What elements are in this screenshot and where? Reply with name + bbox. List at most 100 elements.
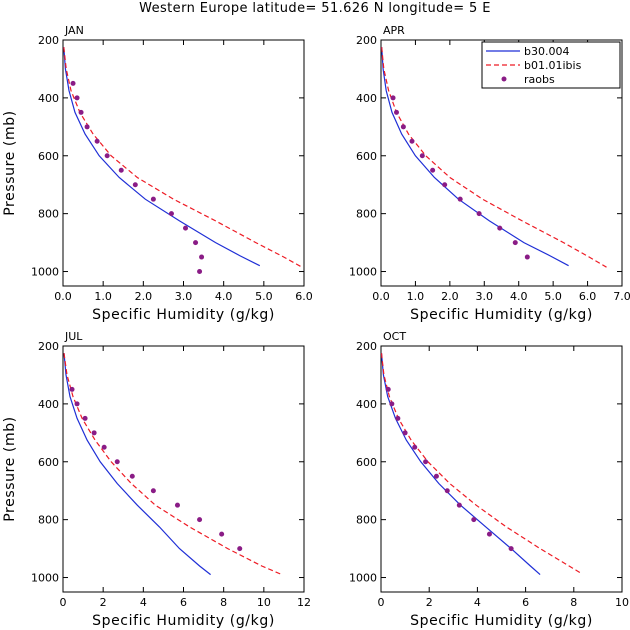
raobs-point (70, 80, 76, 86)
x-tick-label: 3.0 (476, 290, 494, 303)
y-tick-label: 400 (356, 92, 377, 105)
raobs-point (423, 459, 429, 465)
raobs-point (476, 211, 482, 217)
b01-01ibis-line (380, 353, 582, 574)
raobs-point (82, 415, 88, 421)
panel-label: JAN (64, 24, 84, 37)
x-tick-label: 6.0 (579, 290, 597, 303)
raobs-point (197, 517, 203, 523)
x-axis-label: Specific Humidity (g/kg) (92, 307, 275, 323)
y-tick-label: 600 (38, 456, 59, 469)
raobs-point (237, 546, 243, 552)
raobs-point (183, 225, 189, 231)
panel-jan: JAN 0.0 1.0 2.0 3.0 4.0 5.0 6.0 200 400 600 800 1000… (2, 24, 313, 323)
raobs-point (430, 167, 436, 173)
raobs-point (174, 502, 180, 508)
raobs-point (419, 153, 425, 159)
y-tick-label: 200 (356, 34, 377, 47)
panel-apr: APR 0.0 1.0 2.0 3.0 4.0 5.0 6.0 7.0 200 400 600 800 1… (349, 24, 630, 323)
x-axis-label: Specific Humidity (g/kg) (92, 613, 275, 629)
raobs-point (444, 488, 450, 494)
y-tick-label: 800 (38, 208, 59, 221)
raobs-point (193, 240, 199, 246)
raobs-point (114, 459, 120, 465)
plot-frame (62, 345, 305, 593)
panel-label: APR (383, 24, 405, 37)
b30-004-line (63, 353, 211, 576)
panel-oct: OCT 0 2 4 6 8 10 200 400 600 800 1000 Specific Humid… (349, 330, 629, 629)
raobs-point (78, 109, 84, 115)
raobs-point (524, 254, 530, 260)
x-tick-label: 6 (180, 596, 187, 609)
x-tick-label: 7.0 (613, 290, 630, 303)
raobs-point (129, 473, 135, 479)
x-tick-label: 5.0 (255, 290, 273, 303)
x-tick-label: 6 (522, 596, 529, 609)
x-tick-label: 4 (140, 596, 147, 609)
x-tick-label: 10 (257, 596, 271, 609)
x-tick-label: 3.0 (175, 290, 193, 303)
figure-title: Western Europe latitude= 51.626 N longit… (139, 1, 491, 16)
legend-label: b30.004 (524, 45, 569, 58)
y-tick-label: 600 (356, 150, 377, 163)
raobs-point (471, 517, 477, 523)
plot-frame (380, 39, 623, 287)
x-tick-label: 0.0 (54, 290, 72, 303)
raobs-point (101, 444, 107, 450)
raobs-point (118, 167, 124, 173)
b30-004-line (380, 353, 541, 576)
raobs-point (219, 531, 225, 537)
x-tick-label: 2.0 (441, 290, 459, 303)
y-tick-label: 400 (38, 398, 59, 411)
x-tick-label: 0 (60, 596, 67, 609)
y-tick-label: 200 (38, 340, 59, 353)
x-tick-label: 4.0 (510, 290, 528, 303)
y-tick-label: 600 (38, 150, 59, 163)
raobs-point (412, 444, 418, 450)
raobs-point (393, 109, 399, 115)
y-tick-label: 400 (356, 398, 377, 411)
raobs-point (402, 430, 408, 436)
b01-01ibis-line (63, 47, 303, 268)
x-tick-label: 6.0 (295, 290, 313, 303)
raobs-point (390, 95, 396, 101)
raobs-point (74, 95, 80, 101)
y-axis-label: Pressure (mb) (2, 110, 18, 215)
y-tick-label: 600 (356, 456, 377, 469)
raobs-point (84, 124, 90, 130)
raobs-point (132, 182, 138, 188)
x-tick-label: 1.0 (407, 290, 425, 303)
x-tick-label: 8 (570, 596, 577, 609)
raobs-point (91, 430, 97, 436)
x-tick-label: 0 (378, 596, 385, 609)
b30-004-line (63, 47, 261, 267)
x-tick-label: 2 (100, 596, 107, 609)
raobs-point (150, 196, 156, 202)
y-tick-label: 400 (38, 92, 59, 105)
panel-jul: JUL 0 2 4 6 8 10 12 200 400 600 800 1000 Specific Hum… (2, 330, 311, 629)
raobs-point (104, 153, 110, 159)
raobs-point (497, 225, 503, 231)
raobs-point (150, 488, 156, 494)
raobs-point (199, 254, 205, 260)
y-tick-label: 1000 (349, 572, 377, 585)
raobs-point (456, 502, 462, 508)
x-tick-label: 2.0 (135, 290, 153, 303)
panel-label: JUL (64, 330, 83, 343)
x-tick-label: 4 (474, 596, 481, 609)
x-tick-label: 12 (297, 596, 311, 609)
x-tick-label: 4.0 (215, 290, 233, 303)
legend-label: b01.01ibis (524, 59, 582, 72)
x-axis-label: Specific Humidity (g/kg) (410, 613, 593, 629)
y-axis-label: Pressure (mb) (2, 416, 18, 521)
y-tick-label: 1000 (31, 266, 59, 279)
raobs-point (74, 401, 80, 407)
b30-004-line (381, 47, 569, 267)
raobs-point (508, 546, 514, 552)
raobs-point (389, 401, 395, 407)
raobs-point (512, 240, 518, 246)
raobs-point (457, 196, 463, 202)
